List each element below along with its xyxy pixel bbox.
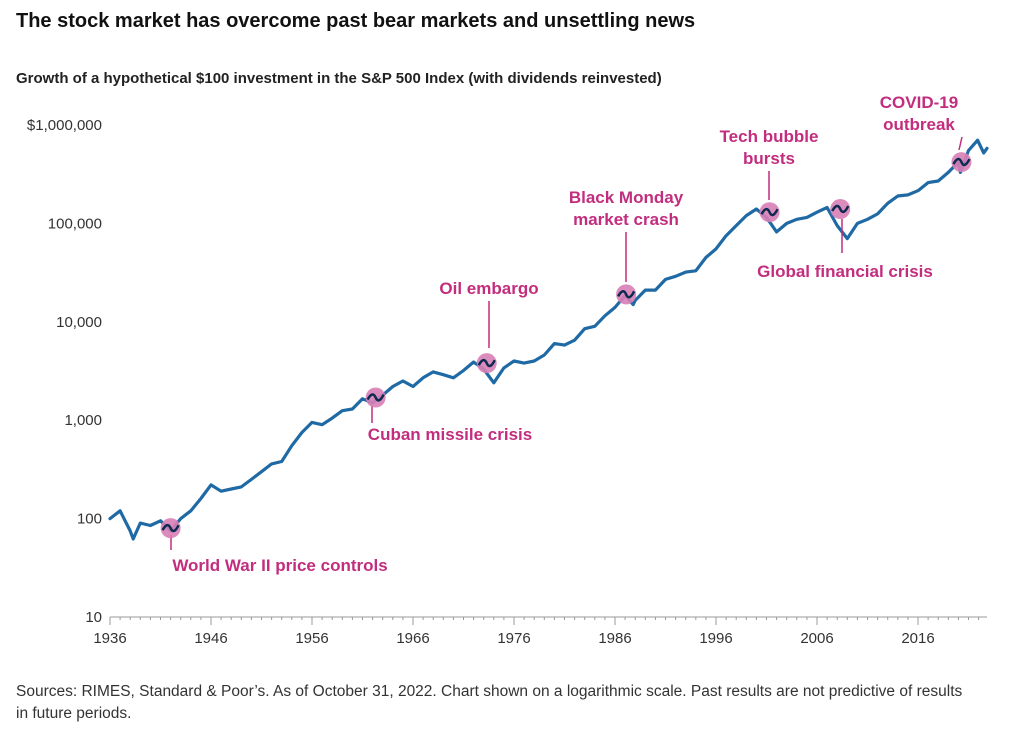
event-annotation: Cuban missile crisis bbox=[365, 387, 532, 444]
x-tick-label: 2006 bbox=[800, 630, 833, 647]
y-tick-label: $1,000,000 bbox=[27, 117, 102, 134]
event-marker-overlay bbox=[477, 358, 496, 368]
x-tick-label: 1986 bbox=[598, 630, 631, 647]
y-tick-label: 10 bbox=[85, 609, 102, 626]
annotation-label: World War II price controls bbox=[172, 556, 387, 575]
event-marker-overlay bbox=[366, 393, 385, 402]
sources-footnote: Sources: RIMES, Standard & Poor’s. As of… bbox=[16, 683, 963, 722]
y-tick-label: 1,000 bbox=[64, 412, 102, 429]
event-annotation: Global financial crisis bbox=[757, 199, 933, 281]
event-annotation: World War II price controls bbox=[160, 518, 388, 575]
event-annotation: Black Monday market crash bbox=[569, 188, 684, 305]
x-tick-label: 1966 bbox=[396, 630, 429, 647]
event-marker-overlay bbox=[831, 204, 850, 214]
y-tick-label: 100 bbox=[77, 511, 102, 528]
sp500-growth-line bbox=[108, 138, 989, 541]
event-annotation: Tech bubble bursts bbox=[720, 127, 819, 223]
annotation-label: Oil embargo bbox=[439, 279, 538, 298]
annotation-label: market crash bbox=[573, 210, 679, 229]
annotation-label: Tech bubble bbox=[720, 127, 819, 146]
growth-chart: 10 100 1,000 10,000 100,000 $1,000,000 1936 19… bbox=[27, 93, 989, 647]
event-marker-overlay bbox=[617, 290, 636, 299]
event-marker-overlay bbox=[760, 207, 779, 217]
y-tick-label: 100,000 bbox=[48, 215, 102, 232]
x-tick-label: 1946 bbox=[194, 630, 227, 647]
x-tick-label: 1996 bbox=[699, 630, 732, 647]
annotation-leader-line bbox=[958, 136, 963, 151]
annotation-label: COVID-19 bbox=[880, 93, 958, 112]
x-tick-label: 1956 bbox=[295, 630, 328, 647]
x-tick-label: 1976 bbox=[497, 630, 530, 647]
chart-title: Growth of a hypothetical $100 investment… bbox=[16, 70, 662, 87]
annotation-label: Global financial crisis bbox=[757, 262, 933, 281]
annotation-label: Black Monday bbox=[569, 188, 684, 207]
x-tick-label: 1936 bbox=[93, 630, 126, 647]
event-marker-overlay bbox=[161, 523, 180, 533]
x-tick-label: 2016 bbox=[901, 630, 934, 647]
event-annotation: COVID-19 outbreak bbox=[880, 93, 972, 173]
y-tick-label: 10,000 bbox=[56, 314, 102, 331]
annotation-label: bursts bbox=[743, 149, 795, 168]
event-marker-overlay bbox=[952, 157, 971, 167]
annotation-label: Cuban missile crisis bbox=[368, 425, 532, 444]
page-title: The stock market has overcome past bear … bbox=[16, 10, 696, 32]
event-annotation: Oil embargo bbox=[439, 279, 539, 374]
annotation-label: outbreak bbox=[883, 115, 955, 134]
